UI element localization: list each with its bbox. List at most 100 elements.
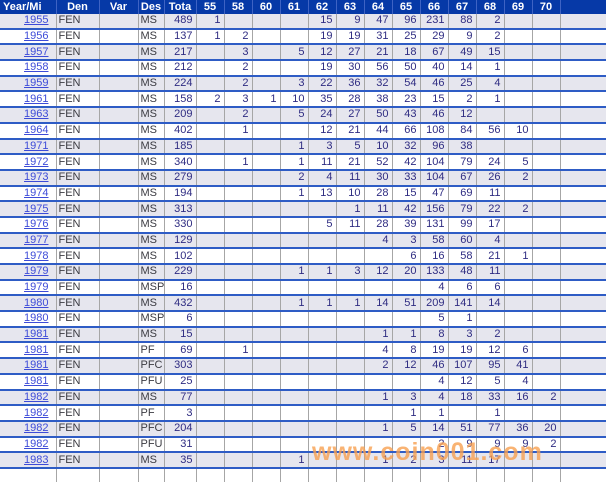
year-link[interactable]: 1961 xyxy=(24,92,49,105)
year-cell[interactable]: 1982 xyxy=(0,420,57,438)
year-link[interactable]: 1974 xyxy=(24,186,49,199)
year-link[interactable]: 1983 xyxy=(24,453,49,466)
grade-65-cell: 3 xyxy=(392,232,421,250)
year-link[interactable]: 1972 xyxy=(24,155,49,168)
year-cell[interactable]: 1982 xyxy=(0,436,57,454)
year-cell[interactable]: 1955 xyxy=(0,14,57,30)
empty-cell xyxy=(196,467,225,482)
year-cell[interactable]: 1983 xyxy=(0,452,57,469)
year-link[interactable]: 1979 xyxy=(24,281,49,294)
year-link[interactable]: 1982 xyxy=(24,390,49,403)
year-cell[interactable]: 1982 xyxy=(0,405,57,422)
table-row: 1979 FEN MS 229 1 1 3 12 20 133 48 11 xyxy=(0,264,606,281)
grade-61-cell xyxy=(280,216,309,234)
year-cell[interactable]: 1973 xyxy=(0,169,57,187)
year-link[interactable]: 1975 xyxy=(24,202,49,215)
year-link[interactable]: 1978 xyxy=(24,249,49,262)
year-link[interactable]: 1957 xyxy=(24,45,49,58)
column-header-Des: Des xyxy=(137,0,164,14)
grade-70-cell xyxy=(532,405,561,422)
grade-65-cell: 66 xyxy=(392,122,421,140)
designation-cell: MS xyxy=(138,232,165,250)
year-link[interactable]: 1982 xyxy=(24,422,49,435)
grade-62-cell: 19 xyxy=(308,60,337,77)
grade-68-cell xyxy=(476,311,505,328)
year-link[interactable]: 1971 xyxy=(24,139,49,152)
grade-65-cell: 51 xyxy=(392,295,421,313)
year-cell[interactable]: 1959 xyxy=(0,75,57,93)
year-cell[interactable]: 1980 xyxy=(0,295,57,313)
year-link[interactable]: 1979 xyxy=(24,265,49,278)
grade-69-cell xyxy=(504,91,533,109)
total-cell: 158 xyxy=(164,91,197,109)
filler-cell xyxy=(560,232,606,250)
grade-60-cell xyxy=(252,28,281,46)
year-link[interactable]: 1980 xyxy=(24,296,49,309)
year-link[interactable]: 1955 xyxy=(24,14,49,27)
year-cell[interactable]: 1982 xyxy=(0,389,57,407)
year-link[interactable]: 1956 xyxy=(24,30,49,43)
designation-cell: MS xyxy=(138,201,165,218)
year-cell[interactable]: 1963 xyxy=(0,107,57,124)
year-cell[interactable]: 1980 xyxy=(0,311,57,328)
grade-65-cell: 96 xyxy=(392,14,421,30)
year-cell[interactable]: 1958 xyxy=(0,60,57,77)
year-link[interactable]: 1981 xyxy=(24,343,49,356)
empty-cell xyxy=(504,467,533,482)
filler-cell xyxy=(560,342,606,360)
year-cell[interactable]: 1978 xyxy=(0,248,57,265)
year-cell[interactable]: 1974 xyxy=(0,185,57,203)
grade-58-cell: 2 xyxy=(224,60,253,77)
table-row: 1956 FEN MS 137 1 2 19 19 31 25 29 9 2 xyxy=(0,28,606,46)
year-cell[interactable]: 1981 xyxy=(0,326,57,344)
year-cell[interactable]: 1977 xyxy=(0,232,57,250)
year-link[interactable]: 1980 xyxy=(24,312,49,325)
year-link[interactable]: 1982 xyxy=(24,437,49,450)
grade-70-cell xyxy=(532,248,561,265)
year-cell[interactable]: 1964 xyxy=(0,122,57,140)
year-link[interactable]: 1963 xyxy=(24,108,49,121)
grade-67-cell xyxy=(448,405,477,422)
table-row: 1983 FEN MS 35 1 1 2 3 11 17 xyxy=(0,452,606,469)
total-cell: 209 xyxy=(164,107,197,124)
year-link[interactable]: 1981 xyxy=(24,359,49,372)
grade-63-cell xyxy=(336,436,365,454)
year-cell[interactable]: 1981 xyxy=(0,342,57,360)
year-cell[interactable]: 1956 xyxy=(0,28,57,46)
grade-63-cell: 27 xyxy=(336,44,365,62)
year-cell[interactable]: 1981 xyxy=(0,373,57,391)
grade-62-cell xyxy=(308,232,337,250)
year-cell[interactable]: 1979 xyxy=(0,279,57,297)
grade-64-cell: 50 xyxy=(364,107,393,124)
year-link[interactable]: 1981 xyxy=(24,375,49,388)
grade-60-cell: 1 xyxy=(252,91,281,109)
year-cell[interactable]: 1975 xyxy=(0,201,57,218)
year-cell[interactable]: 1971 xyxy=(0,138,57,156)
grade-65-cell: 23 xyxy=(392,91,421,109)
year-cell[interactable]: 1979 xyxy=(0,264,57,281)
grade-70-cell xyxy=(532,60,561,77)
filler-cell xyxy=(560,452,606,469)
grade-55-cell xyxy=(196,185,225,203)
year-cell[interactable]: 1976 xyxy=(0,216,57,234)
year-link[interactable]: 1964 xyxy=(24,124,49,137)
grade-64-cell: 2 xyxy=(364,358,393,375)
year-link[interactable]: 1982 xyxy=(24,406,49,419)
year-link[interactable]: 1958 xyxy=(24,61,49,74)
variety-cell xyxy=(99,44,139,62)
year-cell[interactable]: 1981 xyxy=(0,358,57,375)
grade-58-cell xyxy=(224,14,253,30)
year-cell[interactable]: 1972 xyxy=(0,154,57,171)
year-link[interactable]: 1973 xyxy=(24,171,49,184)
variety-cell xyxy=(99,216,139,234)
year-cell[interactable]: 1957 xyxy=(0,44,57,62)
year-cell[interactable]: 1961 xyxy=(0,91,57,109)
year-link[interactable]: 1981 xyxy=(24,328,49,341)
year-link[interactable]: 1959 xyxy=(24,77,49,90)
year-link[interactable]: 1977 xyxy=(24,233,49,246)
grade-66-cell: 231 xyxy=(420,14,449,30)
year-link[interactable]: 1976 xyxy=(24,218,49,231)
designation-cell: MSP xyxy=(138,279,165,297)
table-row: 1963 FEN MS 209 2 5 24 27 50 43 46 12 xyxy=(0,107,606,124)
column-header-58: 58 xyxy=(223,0,252,14)
